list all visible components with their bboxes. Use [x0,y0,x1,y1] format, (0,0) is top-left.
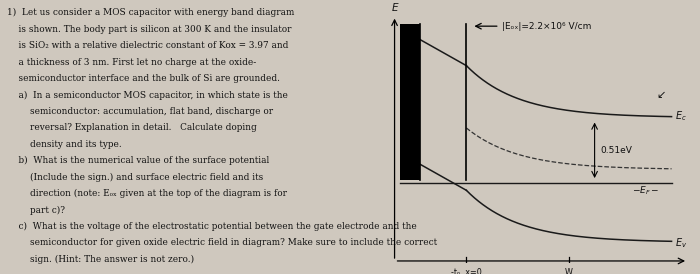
Text: sign. (Hint: The answer is not zero.): sign. (Hint: The answer is not zero.) [8,255,195,264]
Text: a)  In a semiconductor MOS capacitor, in which state is the: a) In a semiconductor MOS capacitor, in … [8,90,288,99]
Text: W: W [565,268,573,274]
Text: c)  What is the voltage of the electrostatic potential between the gate electrod: c) What is the voltage of the electrosta… [8,222,417,231]
Text: -tₒ  x=0: -tₒ x=0 [451,268,482,274]
Text: semiconductor: accumulation, flat band, discharge or: semiconductor: accumulation, flat band, … [8,107,274,116]
Bar [400,24,420,180]
Text: a thickness of 3 nm. First let no charge at the oxide-: a thickness of 3 nm. First let no charge… [8,58,257,67]
Text: reversal? Explanation in detail.   Calculate doping: reversal? Explanation in detail. Calcula… [8,123,257,132]
Text: |Eₒₓ|=2.2×10⁶ V/cm: |Eₒₓ|=2.2×10⁶ V/cm [503,22,592,31]
Text: part c)?: part c)? [8,206,65,215]
Text: 0.51eV: 0.51eV [601,146,633,155]
Text: 1)  Let us consider a MOS capacitor with energy band diagram: 1) Let us consider a MOS capacitor with … [8,8,295,17]
Text: semiconductor for given oxide electric field in diagram? Make sure to include th: semiconductor for given oxide electric f… [8,238,438,247]
Text: direction (note: Eₒₓ given at the top of the diagram is for: direction (note: Eₒₓ given at the top of… [8,189,288,198]
Text: is shown. The body part is silicon at 300 K and the insulator: is shown. The body part is silicon at 30… [8,25,292,34]
Text: E: E [391,3,398,13]
Text: $E_v$: $E_v$ [675,236,687,250]
Text: $-E_F-$: $-E_F-$ [632,184,659,196]
Text: density and its type.: density and its type. [8,140,122,149]
Text: $E_c$: $E_c$ [675,110,687,124]
Text: ↙: ↙ [657,90,666,100]
Text: is SiO₂ with a relative dielectric constant of Kox = 3.97 and: is SiO₂ with a relative dielectric const… [8,41,289,50]
Text: semiconductor interface and the bulk of Si are grounded.: semiconductor interface and the bulk of … [8,74,281,83]
Text: b)  What is the numerical value of the surface potential: b) What is the numerical value of the su… [8,156,270,165]
Text: (Include the sign.) and surface electric field and its: (Include the sign.) and surface electric… [8,173,264,182]
Text: $E_{Fm}$: $E_{Fm}$ [399,162,416,175]
